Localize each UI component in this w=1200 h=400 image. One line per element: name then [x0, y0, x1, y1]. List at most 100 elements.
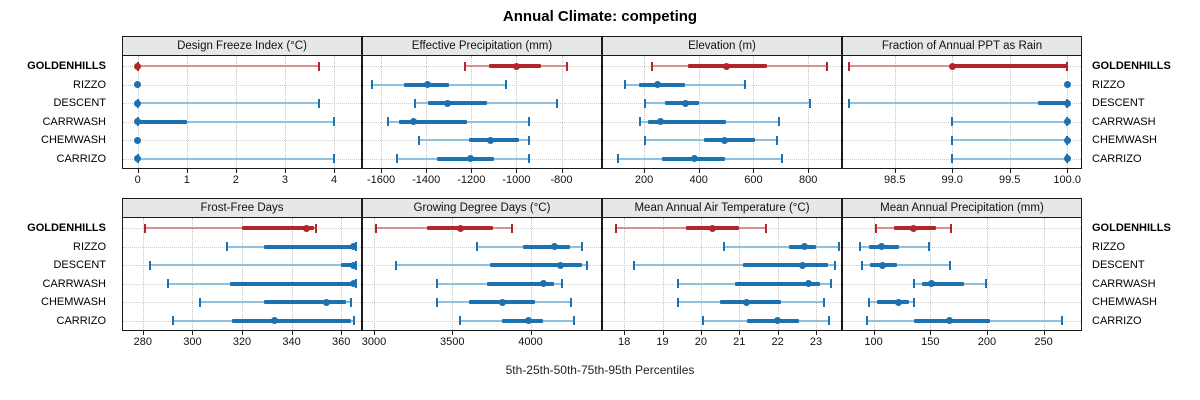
median-dot — [134, 62, 142, 70]
range-end-cap — [808, 98, 811, 108]
median-dot — [1063, 118, 1071, 126]
grid-line-horizontal — [123, 140, 361, 142]
range-end-cap — [913, 279, 916, 289]
percentile-caption: 5th-25th-50th-75th-95th Percentiles — [505, 363, 695, 377]
iqr-line — [1038, 101, 1068, 106]
x-axis: 18 19 20 21 22 23 — [602, 331, 842, 355]
x-tick-label: 300 — [183, 336, 202, 348]
median-dot — [525, 317, 533, 325]
range-end-cap — [1060, 316, 1063, 326]
x-tick-label: 340 — [282, 336, 301, 348]
median-dot — [1063, 99, 1071, 107]
iqr-line — [735, 281, 820, 286]
grid-line-vertical — [739, 218, 741, 330]
range-end-cap — [418, 135, 421, 145]
range-end-cap — [913, 297, 916, 307]
range-end-cap — [463, 61, 466, 71]
x-tick-mark — [186, 169, 188, 173]
site-label-carrwash: CARRWASH — [42, 115, 106, 128]
panel-body — [122, 56, 362, 169]
range-end-cap — [166, 279, 169, 289]
range-end-cap — [510, 223, 513, 233]
chart-title: Annual Climate: competing — [502, 8, 698, 25]
x-tick-label: 4000 — [518, 336, 543, 348]
x-tick-mark — [808, 169, 810, 173]
grid-line-vertical — [561, 56, 563, 168]
range-end-cap — [638, 117, 641, 127]
range-end-cap — [527, 154, 530, 164]
panel-frost-free-days: Frost-Free Days 280 300 320 340 360 — [122, 198, 362, 348]
median-dot — [801, 243, 809, 251]
panel-fraction-of-annual-ppt-as-rain: Fraction of Annual PPT as Rain 98.5 99.0 99… — [842, 36, 1082, 186]
range-end-cap — [573, 316, 576, 326]
x-tick-mark — [561, 169, 563, 173]
median-dot — [134, 136, 142, 144]
range-end-cap — [318, 98, 321, 108]
range-end-cap — [617, 154, 620, 164]
grid-line-vertical — [334, 56, 335, 168]
strip-title: Fraction of Annual PPT as Rain — [842, 36, 1082, 56]
grid-line-vertical — [137, 56, 139, 168]
percentile-range-line — [723, 245, 840, 248]
panel-body — [362, 56, 602, 169]
median-dot — [948, 62, 956, 70]
percentile-range-line — [633, 264, 836, 267]
range-end-cap — [828, 316, 831, 326]
percentile-range-line — [137, 65, 320, 68]
site-label-rizzo: RIZZO — [73, 240, 106, 253]
iqr-line — [264, 300, 347, 305]
median-dot — [722, 62, 730, 70]
range-end-cap — [644, 135, 647, 145]
grid-line-vertical — [341, 218, 343, 330]
x-tick-label: -800 — [550, 174, 573, 186]
range-end-cap — [371, 80, 374, 90]
range-end-cap — [581, 242, 584, 252]
x-tick-mark — [381, 169, 383, 173]
iqr-line — [437, 156, 494, 161]
panel-elevation-m: Elevation (m) 200 400 600 800 — [602, 36, 842, 186]
range-end-cap — [874, 223, 877, 233]
range-end-cap — [632, 260, 635, 270]
grid-line-vertical — [452, 218, 454, 330]
range-end-cap — [644, 98, 647, 108]
median-dot — [1063, 136, 1071, 144]
grid-line-vertical — [777, 218, 779, 330]
percentile-range-line — [137, 120, 334, 123]
median-dot — [423, 81, 431, 89]
median-dot — [879, 261, 887, 269]
x-tick-mark — [142, 331, 144, 335]
range-end-cap — [352, 316, 355, 326]
x-tick-mark — [1043, 331, 1045, 335]
site-label-goldenhills: GOLDENHILLS — [1092, 60, 1171, 73]
site-label-carrizo: CARRIZO — [1092, 152, 1142, 165]
x-tick-mark — [753, 169, 755, 173]
x-tick-label: 280 — [133, 336, 153, 348]
percentile-range-line — [848, 102, 1068, 105]
x-tick-label: 98.5 — [884, 174, 906, 186]
grid-line-horizontal — [123, 84, 361, 86]
x-axis: 100 150 200 250 — [842, 331, 1082, 355]
median-dot — [1063, 81, 1071, 89]
range-end-cap — [826, 61, 829, 71]
range-end-cap — [527, 135, 530, 145]
x-tick-mark — [644, 169, 646, 173]
grid-line-vertical — [1067, 56, 1069, 168]
iqr-line — [137, 119, 187, 124]
grid-line-vertical — [753, 56, 755, 168]
strip-title: Frost-Free Days — [122, 198, 362, 218]
iqr-line — [522, 244, 570, 249]
x-tick-label: 4 — [330, 174, 338, 186]
x-axis: -1600 -1400 -1200 -1000 -800 — [362, 169, 602, 193]
grid-line-horizontal — [843, 302, 1081, 304]
grid-line-vertical — [373, 218, 375, 330]
iqr-line — [264, 244, 357, 249]
iqr-line — [486, 281, 555, 286]
grid-line-vertical — [624, 218, 626, 330]
range-end-cap — [722, 242, 725, 252]
range-end-cap — [838, 242, 841, 252]
range-end-cap — [318, 61, 321, 71]
range-end-cap — [476, 242, 479, 252]
median-dot — [350, 243, 358, 251]
grid-line-vertical — [662, 218, 664, 330]
